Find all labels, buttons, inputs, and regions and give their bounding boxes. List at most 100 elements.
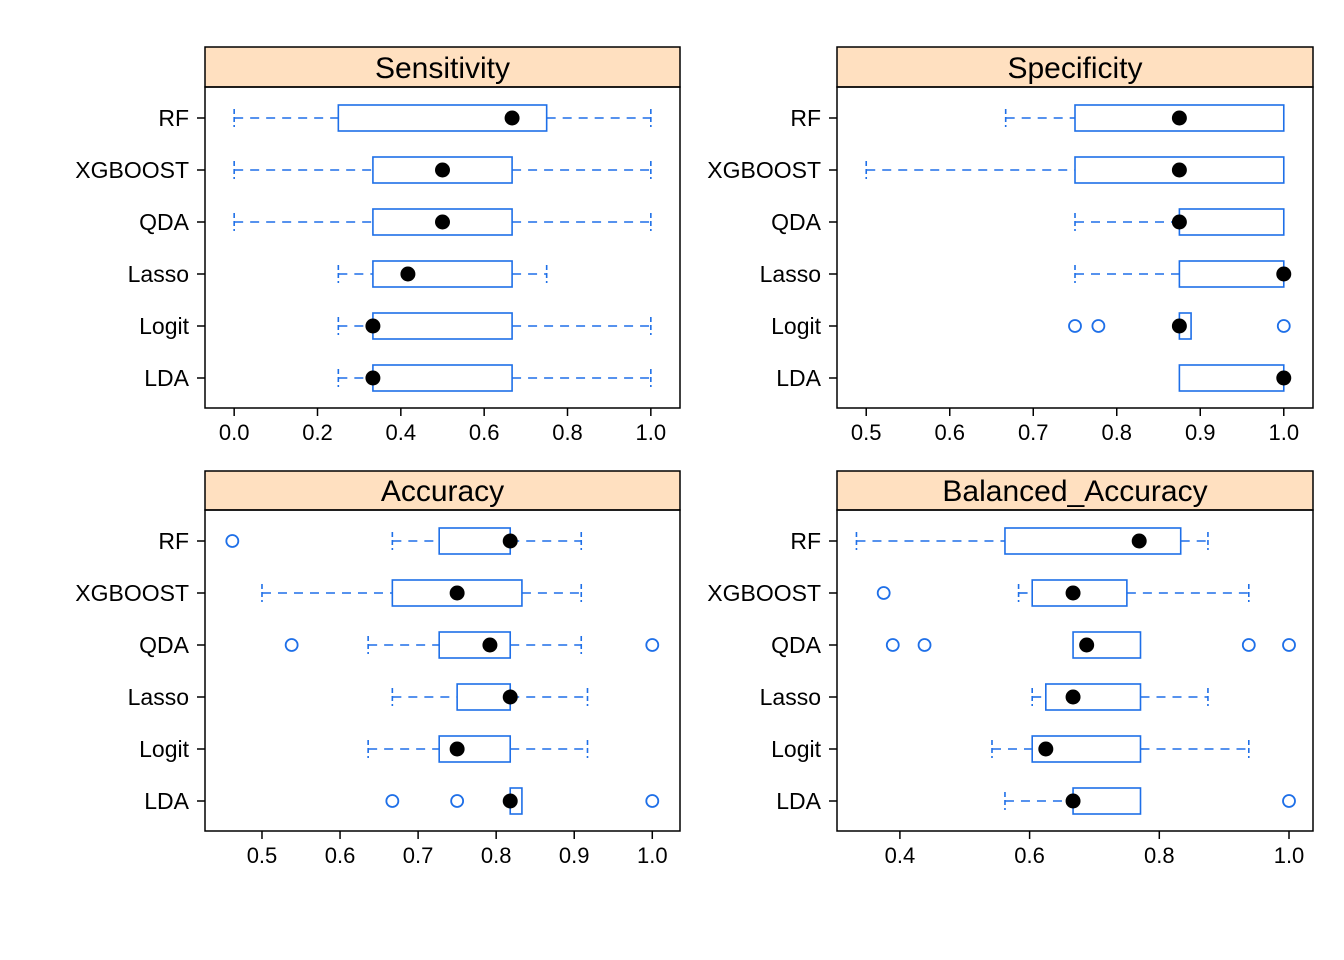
- iqr-box: [337, 104, 548, 132]
- median-point: [1038, 741, 1054, 757]
- median-point: [1171, 214, 1187, 230]
- median-point: [1065, 793, 1081, 809]
- category-label: QDA: [139, 209, 190, 235]
- iqr-box: [1031, 735, 1142, 763]
- median-point: [502, 533, 518, 549]
- median-point: [1079, 637, 1095, 653]
- iqr-box: [1178, 208, 1285, 236]
- box-logit: Logit: [771, 735, 1250, 763]
- panel-specificity: Specificity 0.5 0.6 0.7 0.8 0.9 1.0 RF XGBOOST QD…: [707, 46, 1314, 445]
- box-xgboost: XGBOOST: [707, 156, 1285, 184]
- iqr-box: [1072, 631, 1142, 659]
- box-xgboost: XGBOOST: [75, 156, 652, 184]
- outlier-point: [1282, 638, 1296, 652]
- panel-sensitivity: Sensitivity 0.0 0.2 0.4 0.6 0.8 1.0 RF XGBOOST QD…: [75, 46, 681, 445]
- box-rf: RF: [790, 104, 1285, 132]
- box-logit: Logit: [139, 735, 589, 763]
- category-label: QDA: [771, 209, 822, 235]
- category-label: XGBOOST: [75, 580, 189, 606]
- iqr-box: [372, 312, 513, 340]
- iqr-box: [1178, 364, 1285, 392]
- category-label: XGBOOST: [707, 157, 821, 183]
- x-tick-label: 0.9: [559, 843, 590, 868]
- panel-strip: [836, 470, 1314, 511]
- iqr-box: [372, 208, 513, 236]
- outlier-point: [645, 794, 660, 808]
- category-label: LDA: [776, 788, 821, 814]
- median-point: [400, 266, 416, 282]
- category-label: XGBOOST: [75, 157, 189, 183]
- x-tick-label: 0.8: [1144, 843, 1175, 868]
- panel-accuracy: Accuracy 0.5 0.6 0.7 0.8 0.9 1.0 RF XGBOOST QDA La…: [75, 470, 681, 868]
- category-label: Logit: [139, 736, 189, 762]
- iqr-box: [1074, 156, 1285, 184]
- x-tick-label: 1.0: [1268, 420, 1299, 445]
- iqr-box: [438, 631, 512, 659]
- x-tick-label: 0.7: [1018, 420, 1049, 445]
- x-tick-label: 0.2: [302, 420, 333, 445]
- category-label: LDA: [144, 365, 189, 391]
- median-point: [1131, 533, 1147, 549]
- box-lasso: Lasso: [128, 260, 548, 288]
- category-label: Logit: [771, 313, 821, 339]
- outlier-point: [1282, 794, 1296, 808]
- median-point: [435, 162, 450, 178]
- box-xgboost: XGBOOST: [707, 579, 1250, 607]
- median-point: [1171, 318, 1187, 334]
- median-point: [435, 214, 450, 230]
- x-tick-label: 0.8: [481, 843, 512, 868]
- outlier-point: [284, 638, 299, 652]
- iqr-box: [1031, 579, 1128, 607]
- x-tick-label: 0.4: [386, 420, 417, 445]
- plot-frame: [836, 509, 1314, 832]
- box-xgboost: XGBOOST: [75, 579, 583, 607]
- box-qda: QDA: [139, 631, 660, 659]
- category-label: QDA: [771, 632, 822, 658]
- panel-title: Balanced_Accuracy: [942, 475, 1207, 508]
- outlier-point: [1241, 638, 1256, 652]
- iqr-box: [1004, 527, 1182, 555]
- category-label: LDA: [776, 365, 821, 391]
- box-lasso: Lasso: [128, 683, 589, 711]
- iqr-box: [1178, 260, 1285, 288]
- outlier-point: [1276, 319, 1291, 333]
- outlier-point: [385, 794, 400, 808]
- category-label: QDA: [139, 632, 190, 658]
- median-point: [1065, 689, 1081, 705]
- outlier-point: [225, 534, 240, 548]
- x-tick-label: 0.6: [469, 420, 500, 445]
- panel-strip: [204, 470, 681, 511]
- box-lda: LDA: [776, 364, 1292, 392]
- iqr-box: [372, 364, 513, 392]
- box-rf: RF: [790, 527, 1209, 555]
- median-point: [502, 689, 518, 705]
- box-rf: RF: [158, 527, 583, 555]
- x-tick-label: 1.0: [636, 420, 667, 445]
- median-point: [449, 741, 465, 757]
- x-tick-label: 0.4: [885, 843, 916, 868]
- iqr-box: [372, 156, 513, 184]
- box-logit: Logit: [139, 312, 652, 340]
- outlier-point: [450, 794, 465, 808]
- median-point: [482, 637, 498, 653]
- iqr-box: [1045, 683, 1142, 711]
- median-point: [1065, 585, 1081, 601]
- panel-title: Specificity: [1007, 52, 1142, 85]
- iqr-box: [456, 683, 512, 711]
- box-qda: QDA: [771, 208, 1285, 236]
- median-point: [1171, 162, 1187, 178]
- category-label: RF: [158, 105, 189, 131]
- box-qda: QDA: [139, 208, 652, 236]
- box-logit: Logit: [771, 312, 1291, 340]
- category-label: RF: [790, 528, 821, 554]
- x-tick-label: 0.7: [403, 843, 434, 868]
- category-label: RF: [790, 105, 821, 131]
- x-tick-label: 1.0: [1274, 843, 1305, 868]
- category-label: Lasso: [128, 261, 189, 287]
- x-tick-label: 0.5: [247, 843, 278, 868]
- panel-balanced_accuracy: Balanced_Accuracy 0.4 0.6 0.8 1.0 RF XGBOOST QD…: [707, 470, 1314, 868]
- iqr-box: [438, 527, 512, 555]
- median-point: [1276, 370, 1292, 386]
- x-tick-label: 0.9: [1185, 420, 1216, 445]
- plot-frame: [204, 86, 681, 409]
